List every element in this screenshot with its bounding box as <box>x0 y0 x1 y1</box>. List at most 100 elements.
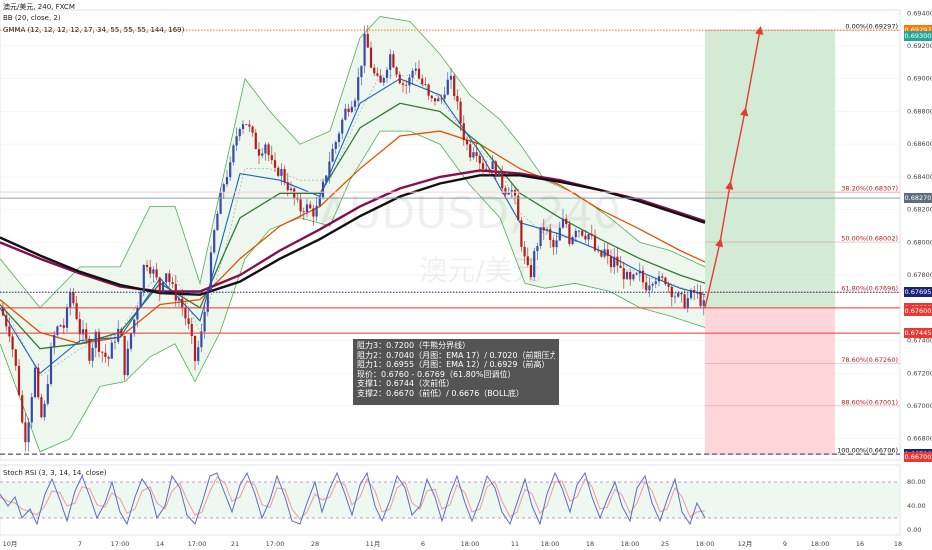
candle-body <box>120 328 123 336</box>
candle-body <box>181 298 184 308</box>
time-tick-label: 10月 <box>3 540 18 548</box>
candle-body <box>11 336 14 350</box>
candle-body <box>270 155 273 161</box>
candle-body <box>453 75 456 97</box>
candle-body <box>312 208 315 217</box>
time-tick-label: 16 <box>856 540 864 548</box>
price-label: 0.69300 <box>904 31 932 42</box>
candle-body <box>488 168 491 170</box>
candle-body <box>229 162 232 178</box>
price-label: 0.67695 <box>904 287 932 298</box>
candle-body <box>27 422 30 443</box>
time-tick-label: 7 <box>78 540 82 548</box>
time-tick-label: 17:00 <box>266 540 285 548</box>
candle-body <box>161 282 165 293</box>
candle-body <box>206 290 209 312</box>
bb-indicator-label: BB (20, close, 2) <box>3 14 61 22</box>
price-tick-label: 0.67800 <box>907 271 932 279</box>
candle-body <box>117 328 120 342</box>
rsi-tick-label: 0.00 <box>907 526 921 534</box>
candle-body <box>289 188 293 191</box>
candle-body <box>305 204 309 213</box>
current-price: 现价：0.6760 - 0.6769（61.80%回调位） <box>357 369 516 379</box>
candle-body <box>504 188 507 195</box>
candle-body <box>337 133 341 143</box>
candle-body <box>641 270 645 283</box>
candle-body <box>69 292 72 308</box>
candle-body <box>565 218 568 225</box>
candle-body <box>625 272 629 280</box>
candle-body <box>446 79 449 95</box>
candle-body <box>571 237 574 245</box>
candle-body <box>449 75 453 80</box>
candle-body <box>168 273 171 283</box>
candle-body <box>190 324 193 336</box>
candle-body <box>552 240 555 248</box>
candle-body <box>104 352 107 358</box>
candle-body <box>456 96 459 102</box>
forecast-segment <box>704 238 724 308</box>
candle-body <box>8 326 11 337</box>
candle-body <box>17 365 21 396</box>
candle-body <box>606 249 609 256</box>
forecast-segment <box>744 25 764 112</box>
candle-body <box>94 331 97 348</box>
candle-body <box>421 78 424 85</box>
support-1: 支撑1：0.6744（次前低） <box>357 379 455 388</box>
price-tick-label: 0.68600 <box>907 140 932 148</box>
candle-body <box>545 229 549 231</box>
candle-body <box>379 75 382 83</box>
candle-body <box>254 132 257 150</box>
bb-lower <box>0 130 706 453</box>
candle-body <box>321 181 325 198</box>
candle-body <box>152 269 155 274</box>
candle-body <box>699 291 702 306</box>
candle-body <box>14 349 17 366</box>
candle-body <box>177 298 181 301</box>
candle-body <box>590 234 593 236</box>
price-tick-label: 0.67400 <box>907 337 932 345</box>
candle-body <box>366 33 369 48</box>
candle-body <box>30 397 33 423</box>
candle-body <box>568 224 571 245</box>
price-label: 0.66700 <box>904 451 932 462</box>
gmma-indicator-label: GMMA (12, 12, 12, 12, 17, 34, 55, 55, 55… <box>3 26 185 34</box>
candle-body <box>667 284 670 287</box>
candle-body <box>328 161 331 176</box>
candle-body <box>197 347 200 361</box>
price-axis: 0.69400 0.69200 0.69000 0.68800 0.68600 0.684… <box>907 9 932 442</box>
candle-body <box>200 331 203 348</box>
position-zones <box>705 30 835 455</box>
candle-body <box>5 315 8 327</box>
fib-label: 0.00%(0.69297) <box>845 23 898 31</box>
candle-body <box>619 265 622 269</box>
candle-body <box>661 276 664 278</box>
candle-body <box>309 204 312 209</box>
candle-body <box>360 65 363 78</box>
time-tick-label: 9 <box>783 540 787 548</box>
candle-body <box>523 246 526 257</box>
time-tick-label: 28 <box>311 540 319 548</box>
time-tick-label: 11月 <box>366 540 381 548</box>
fib-label: 100.00%(0.66706) <box>837 447 898 455</box>
candle-body <box>529 265 533 278</box>
candle-body <box>293 188 296 199</box>
candle-body <box>616 256 619 266</box>
bb-upper <box>0 16 706 309</box>
time-tick-label: 21 <box>231 540 239 548</box>
candle-body <box>62 325 65 328</box>
price-tick-label: 0.69000 <box>907 75 932 83</box>
candle-body <box>46 384 49 404</box>
candle-body <box>245 124 248 126</box>
candle-body <box>334 142 337 149</box>
candle-body <box>574 230 577 238</box>
candle-body <box>187 318 190 325</box>
candle-body <box>232 145 235 163</box>
resistance-3: 阻力3：0.7200（牛熊分界线） <box>357 341 471 350</box>
chart-title: 澳元/美元, 240, FXCM <box>3 3 75 11</box>
candle-body <box>533 251 536 278</box>
candle-body <box>632 274 635 280</box>
candle-body <box>680 292 683 295</box>
time-tick-label: 18:00 <box>621 540 640 548</box>
candle-body <box>408 77 411 86</box>
